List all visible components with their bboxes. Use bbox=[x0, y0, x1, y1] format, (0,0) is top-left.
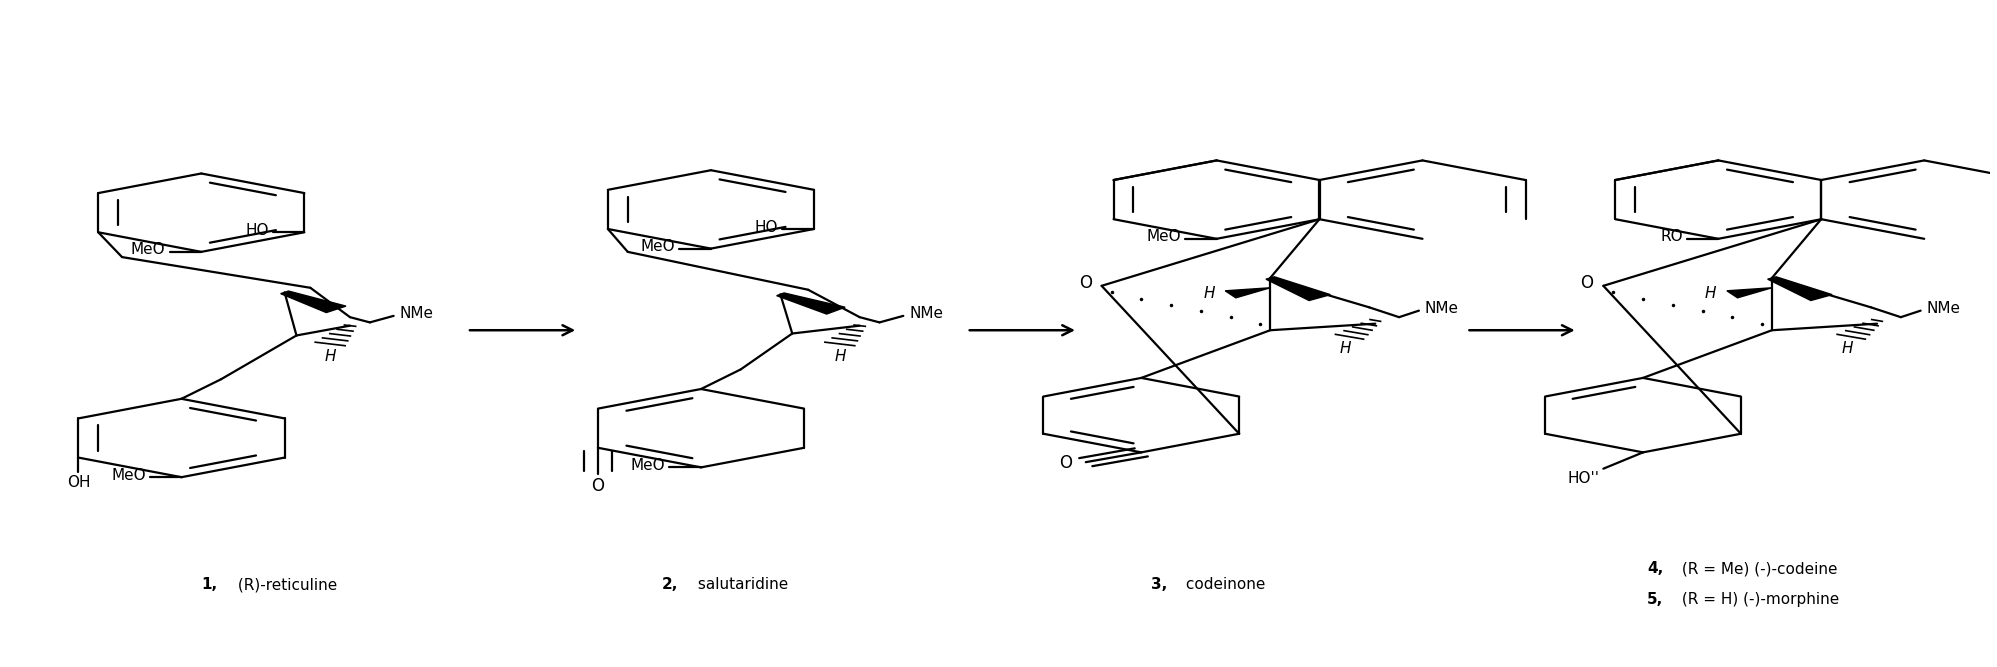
Text: O: O bbox=[1078, 273, 1092, 291]
Polygon shape bbox=[1727, 287, 1771, 298]
Text: H: H bbox=[1340, 342, 1352, 356]
Text: (R)-reticuline: (R)-reticuline bbox=[234, 578, 337, 592]
Text: (R = H) (-)-morphine: (R = H) (-)-morphine bbox=[1677, 592, 1839, 608]
Text: OH: OH bbox=[66, 475, 90, 490]
Text: O: O bbox=[1058, 454, 1072, 472]
Text: 2,: 2, bbox=[661, 578, 677, 592]
Text: HO'': HO'' bbox=[1568, 471, 1600, 486]
Text: H: H bbox=[1202, 285, 1214, 301]
Text: 1,: 1, bbox=[202, 578, 218, 592]
Text: H: H bbox=[835, 349, 845, 364]
Polygon shape bbox=[282, 291, 345, 313]
Text: salutaridine: salutaridine bbox=[693, 578, 789, 592]
Text: 3,: 3, bbox=[1150, 578, 1168, 592]
Text: 5,: 5, bbox=[1648, 592, 1664, 608]
Text: NMe: NMe bbox=[399, 306, 433, 321]
Text: codeinone: codeinone bbox=[1180, 578, 1266, 592]
Text: H: H bbox=[1841, 342, 1853, 356]
Text: O: O bbox=[591, 477, 605, 495]
Text: RO: RO bbox=[1660, 229, 1683, 244]
Text: MeO: MeO bbox=[641, 239, 675, 254]
Text: MeO: MeO bbox=[631, 458, 665, 473]
Text: MeO: MeO bbox=[132, 242, 166, 257]
Text: 4,: 4, bbox=[1648, 561, 1664, 576]
Text: MeO: MeO bbox=[1146, 229, 1180, 244]
Text: HO: HO bbox=[755, 219, 779, 235]
Text: MeO: MeO bbox=[112, 468, 146, 483]
Polygon shape bbox=[1226, 287, 1270, 298]
Polygon shape bbox=[1266, 277, 1330, 301]
Text: O: O bbox=[1580, 273, 1594, 291]
Text: NMe: NMe bbox=[1426, 301, 1460, 316]
Text: NMe: NMe bbox=[909, 306, 943, 321]
Text: H: H bbox=[324, 349, 335, 364]
Polygon shape bbox=[777, 293, 845, 314]
Text: H: H bbox=[1705, 285, 1715, 301]
Text: NMe: NMe bbox=[1927, 301, 1961, 316]
Polygon shape bbox=[1767, 277, 1831, 301]
Text: HO: HO bbox=[246, 223, 270, 238]
Text: (R = Me) (-)-codeine: (R = Me) (-)-codeine bbox=[1677, 561, 1837, 576]
